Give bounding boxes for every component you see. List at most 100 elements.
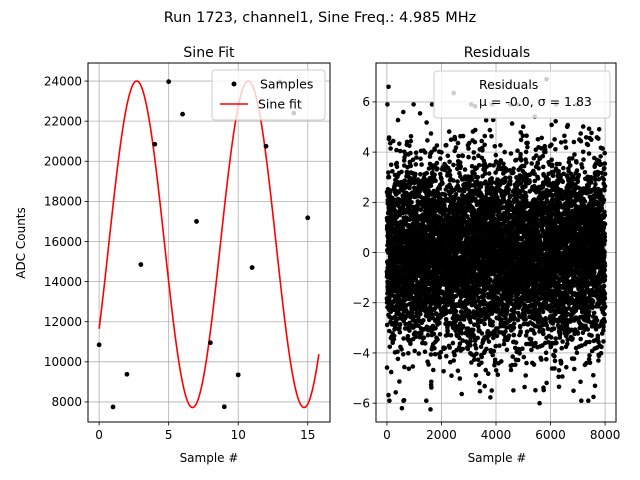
- residual-point: [447, 168, 453, 173]
- residual-point: [431, 367, 436, 373]
- residual-point: [385, 102, 390, 107]
- residual-point: [489, 388, 495, 393]
- residual-point: [440, 181, 445, 186]
- residual-point: [493, 368, 499, 373]
- residual-point: [444, 353, 449, 359]
- y-tick-label: 24000: [44, 74, 82, 88]
- residual-point: [444, 142, 449, 148]
- residual-point: [428, 131, 434, 136]
- residual-point: [511, 321, 517, 326]
- residual-point: [492, 144, 498, 149]
- residual-point: [462, 167, 468, 172]
- residual-point: [424, 398, 429, 404]
- residual-point: [388, 188, 393, 193]
- residual-point: [384, 322, 390, 328]
- residual-point: [514, 157, 519, 163]
- residual-point: [441, 369, 446, 374]
- y-tick-label: 16000: [44, 235, 82, 249]
- y-tick-label: 8000: [51, 395, 82, 409]
- sample-point: [305, 215, 311, 221]
- sample-point: [96, 342, 102, 348]
- residual-point: [506, 187, 512, 192]
- residual-point: [508, 151, 514, 156]
- residual-point: [397, 321, 403, 327]
- residual-point: [508, 193, 513, 199]
- residual-point: [486, 339, 492, 344]
- sample-point: [138, 262, 144, 267]
- residual-point: [449, 373, 454, 379]
- residual-point: [458, 164, 464, 169]
- residual-point: [408, 341, 413, 347]
- residual-point: [456, 153, 461, 159]
- residual-point: [480, 148, 485, 153]
- residual-point: [399, 347, 404, 352]
- residual-point: [434, 160, 440, 166]
- residual-point: [413, 162, 419, 167]
- residual-point: [417, 111, 423, 116]
- residual-point: [503, 168, 509, 174]
- residual-point: [508, 367, 514, 373]
- sample-point: [207, 340, 213, 346]
- residual-point: [511, 388, 516, 393]
- residual-point: [406, 366, 412, 372]
- residual-point: [442, 345, 448, 351]
- x-tick-label: 15: [300, 428, 315, 442]
- residual-point: [478, 184, 484, 189]
- residual-point: [405, 334, 411, 339]
- residual-point: [511, 166, 516, 171]
- residual-point: [483, 118, 489, 123]
- residual-point: [411, 102, 416, 107]
- residual-point: [513, 340, 519, 345]
- residual-point: [460, 346, 466, 352]
- residual-point: [451, 178, 456, 183]
- residual-point: [387, 398, 392, 404]
- residual-point: [511, 332, 517, 338]
- residual-point: [490, 352, 496, 358]
- residuals-marks: [384, 77, 608, 412]
- residual-point: [401, 352, 406, 357]
- residual-point: [388, 162, 394, 168]
- residual-point: [424, 170, 430, 176]
- residual-point: [388, 369, 394, 375]
- residual-point: [503, 329, 508, 334]
- residual-point: [471, 327, 476, 333]
- residual-point: [408, 163, 414, 169]
- residual-point: [482, 383, 488, 389]
- residual-point: [455, 140, 461, 146]
- residual-point: [438, 215, 443, 220]
- residual-point: [426, 265, 432, 271]
- residual-point: [503, 316, 508, 321]
- residual-point: [482, 171, 488, 176]
- residual-point: [408, 134, 414, 139]
- residual-point: [416, 351, 422, 356]
- residual-point: [511, 170, 516, 176]
- residual-point: [452, 352, 457, 358]
- residual-point: [432, 147, 438, 152]
- sine-fit-legend: Samples Sine fit: [211, 69, 326, 121]
- residual-point: [479, 360, 484, 366]
- residual-point: [506, 333, 512, 339]
- residual-point: [421, 318, 426, 323]
- residual-point: [498, 143, 503, 148]
- x-tick-label: 10: [231, 428, 246, 442]
- residual-point: [497, 343, 502, 349]
- residual-point: [410, 310, 415, 316]
- residual-point: [412, 348, 418, 354]
- residual-point: [431, 331, 437, 337]
- residual-point: [515, 148, 520, 153]
- residual-point: [518, 329, 523, 334]
- sine-fit-title: Sine Fit: [183, 45, 235, 61]
- residual-point: [515, 317, 521, 323]
- residual-point: [482, 321, 487, 327]
- residual-point: [387, 344, 393, 350]
- residual-point: [484, 346, 489, 352]
- residual-point: [489, 134, 494, 139]
- residual-point: [418, 311, 423, 317]
- sine-fit-grid: [88, 63, 330, 422]
- residual-point: [455, 368, 461, 374]
- residual-point: [416, 315, 421, 320]
- residual-point: [451, 358, 457, 363]
- residual-point: [388, 146, 393, 151]
